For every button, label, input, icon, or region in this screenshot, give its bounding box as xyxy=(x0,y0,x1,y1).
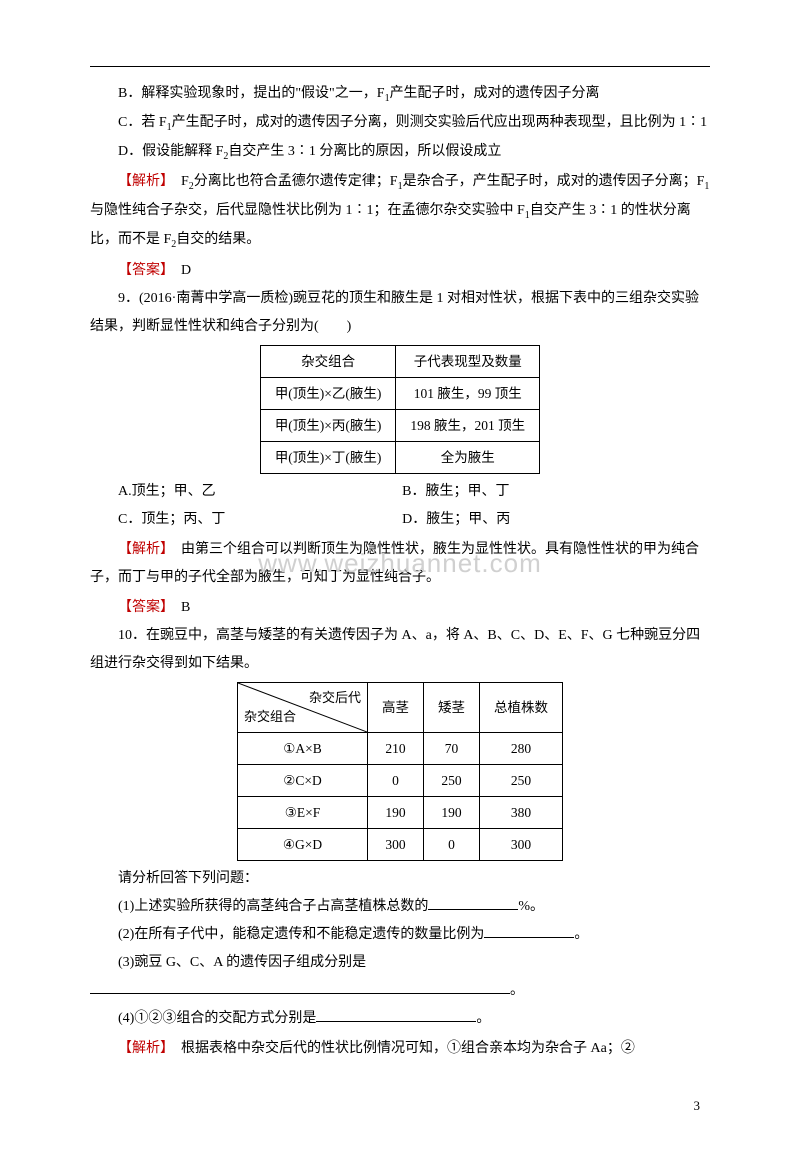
question-10: 10．在豌豆中，高茎与矮茎的有关遗传因子为 A、a，将 A、B、C、D、E、F、… xyxy=(90,622,710,678)
t2-r2c1: ②C×D xyxy=(238,764,368,796)
table-q9: 杂交组合子代表现型及数量 甲(顶生)×乙(腋生)101 腋生，99 顶生 甲(顶… xyxy=(260,345,540,474)
option-d: D．假设能解释 F2自交产生 3∶1 分离比的原因，所以假设成立 xyxy=(90,138,710,167)
t1-r1c1: 甲(顶生)×乙(腋生) xyxy=(260,377,396,409)
q10-sub3-line2: 。 xyxy=(90,977,710,1005)
q10-sub1: (1)上述实验所获得的高茎纯合子占高茎植株总数的%。 xyxy=(90,893,710,921)
header-rule xyxy=(90,66,710,67)
t1-r2c1: 甲(顶生)×丙(腋生) xyxy=(260,409,396,441)
t2-diag-header: 杂交后代 杂交组合 xyxy=(238,682,368,732)
q10-lead: 请分析回答下列问题： xyxy=(90,865,710,893)
explanation-3: 【解析】 根据表格中杂交后代的性状比例情况可知，①组合亲本均为杂合子 Aa；② xyxy=(90,1033,710,1063)
t2-r3c1: ③E×F xyxy=(238,796,368,828)
t2-h4: 总植株数 xyxy=(480,682,563,732)
t2-r4c1: ④G×D xyxy=(238,828,368,860)
t2-r3c3: 190 xyxy=(424,796,480,828)
q9-opt-d: D．腋生；甲、丙 xyxy=(402,506,510,534)
t1-r3c1: 甲(顶生)×丁(腋生) xyxy=(260,441,396,473)
page-number: 3 xyxy=(90,1093,710,1119)
t1-h1: 杂交组合 xyxy=(260,345,396,377)
explanation-1: 【解析】 F2分离比也符合孟德尔遗传定律；F1是杂合子，产生配子时，成对的遗传因… xyxy=(90,166,710,254)
q9-choices-row2: C．顶生；丙、丁 D．腋生；甲、丙 xyxy=(90,506,710,534)
t1-r2c2: 198 腋生，201 顶生 xyxy=(396,409,540,441)
t2-r3c4: 380 xyxy=(480,796,563,828)
answer-label: 【答案】 xyxy=(118,598,167,614)
t2-r4c3: 0 xyxy=(424,828,480,860)
q9-opt-b: B．腋生；甲、丁 xyxy=(402,478,509,506)
t2-r1c2: 210 xyxy=(368,732,424,764)
explanation-label: 【解析】 xyxy=(118,172,167,188)
blank xyxy=(316,1006,476,1021)
blank xyxy=(484,922,574,937)
option-c: C．若 F1产生配子时，成对的遗传因子分离，则测交实验后代应出现两种表现型，且比… xyxy=(90,109,710,138)
q9-opt-c: C．顶生；丙、丁 xyxy=(118,506,402,534)
answer-2: 【答案】 B xyxy=(90,592,710,622)
t2-r4c4: 300 xyxy=(480,828,563,860)
t1-r3c2: 全为腋生 xyxy=(396,441,540,473)
explanation-2: 【解析】 由第三个组合可以判断顶生为隐性性状，腋生为显性性状。具有隐性性状的甲为… xyxy=(90,534,710,592)
t2-r1c3: 70 xyxy=(424,732,480,764)
explanation-label: 【解析】 xyxy=(118,1039,167,1055)
explanation-label: 【解析】 xyxy=(118,540,167,556)
t2-h3: 矮茎 xyxy=(424,682,480,732)
t2-r1c4: 280 xyxy=(480,732,563,764)
blank xyxy=(428,894,518,909)
table-q10: 杂交后代 杂交组合 高茎 矮茎 总植株数 ①A×B21070280 ②C×D02… xyxy=(237,682,563,861)
q10-sub2: (2)在所有子代中，能稳定遗传和不能稳定遗传的数量比例为。 xyxy=(90,921,710,949)
q10-sub4: (4)①②③组合的交配方式分别是。 xyxy=(90,1005,710,1033)
t2-r1c1: ①A×B xyxy=(238,732,368,764)
t2-h2: 高茎 xyxy=(368,682,424,732)
t1-r1c2: 101 腋生，99 顶生 xyxy=(396,377,540,409)
t2-r2c4: 250 xyxy=(480,764,563,796)
t2-r2c2: 0 xyxy=(368,764,424,796)
t1-h2: 子代表现型及数量 xyxy=(396,345,540,377)
t2-r3c2: 190 xyxy=(368,796,424,828)
q9-choices-row1: A.顶生；甲、乙 B．腋生；甲、丁 xyxy=(90,478,710,506)
q9-opt-a: A.顶生；甲、乙 xyxy=(118,478,402,506)
t2-r4c2: 300 xyxy=(368,828,424,860)
answer-label: 【答案】 xyxy=(118,261,167,277)
option-b: B．解释实验现象时，提出的"假设"之一，F1产生配子时，成对的遗传因子分离 xyxy=(90,80,710,109)
q10-sub3: (3)豌豆 G、C、A 的遗传因子组成分别是 xyxy=(90,949,710,977)
blank xyxy=(90,993,510,994)
t2-r2c3: 250 xyxy=(424,764,480,796)
question-9: 9．(2016·南菁中学高一质检)豌豆花的顶生和腋生是 1 对相对性状，根据下表… xyxy=(90,285,710,341)
answer-1: 【答案】 D xyxy=(90,255,710,285)
